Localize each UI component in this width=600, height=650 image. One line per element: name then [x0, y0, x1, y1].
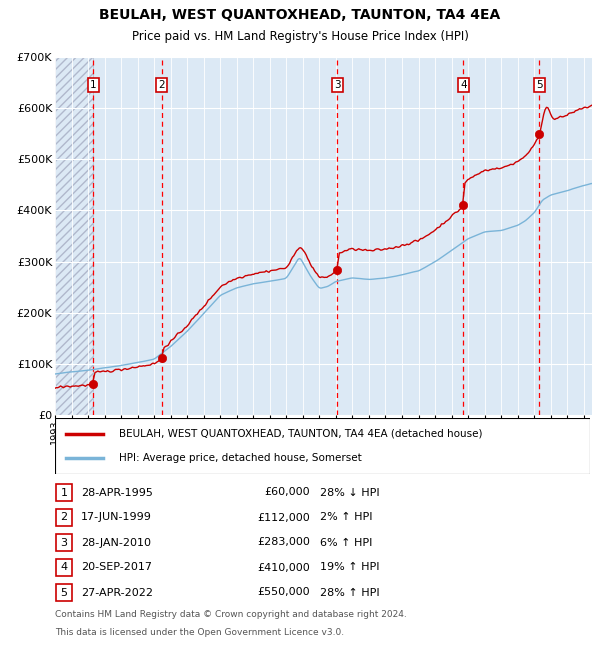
Text: 28% ↓ HPI: 28% ↓ HPI	[320, 488, 380, 497]
Text: 3: 3	[61, 538, 67, 547]
Text: £112,000: £112,000	[257, 512, 310, 523]
Text: 3: 3	[334, 80, 341, 90]
Text: 2: 2	[61, 512, 68, 523]
Text: 5: 5	[536, 80, 543, 90]
Text: 5: 5	[61, 588, 67, 597]
Text: 28-APR-1995: 28-APR-1995	[81, 488, 153, 497]
Text: £550,000: £550,000	[257, 588, 310, 597]
Text: 4: 4	[460, 80, 467, 90]
Text: 6% ↑ HPI: 6% ↑ HPI	[320, 538, 373, 547]
Text: This data is licensed under the Open Government Licence v3.0.: This data is licensed under the Open Gov…	[55, 628, 344, 637]
Text: BEULAH, WEST QUANTOXHEAD, TAUNTON, TA4 4EA: BEULAH, WEST QUANTOXHEAD, TAUNTON, TA4 4…	[100, 8, 500, 22]
Text: 28% ↑ HPI: 28% ↑ HPI	[320, 588, 380, 597]
Text: 19% ↑ HPI: 19% ↑ HPI	[320, 562, 380, 573]
Text: 20-SEP-2017: 20-SEP-2017	[81, 562, 152, 573]
Text: HPI: Average price, detached house, Somerset: HPI: Average price, detached house, Some…	[119, 453, 362, 463]
Text: 17-JUN-1999: 17-JUN-1999	[81, 512, 152, 523]
Text: BEULAH, WEST QUANTOXHEAD, TAUNTON, TA4 4EA (detached house): BEULAH, WEST QUANTOXHEAD, TAUNTON, TA4 4…	[119, 429, 482, 439]
Text: 2: 2	[158, 80, 165, 90]
Bar	[55, 57, 94, 415]
Text: 2% ↑ HPI: 2% ↑ HPI	[320, 512, 373, 523]
Text: 27-APR-2022: 27-APR-2022	[81, 588, 153, 597]
Text: 4: 4	[61, 562, 68, 573]
Text: £283,000: £283,000	[257, 538, 310, 547]
Text: 1: 1	[90, 80, 97, 90]
Text: £60,000: £60,000	[265, 488, 310, 497]
Text: 28-JAN-2010: 28-JAN-2010	[81, 538, 151, 547]
Text: Price paid vs. HM Land Registry's House Price Index (HPI): Price paid vs. HM Land Registry's House …	[131, 30, 469, 43]
Text: 1: 1	[61, 488, 67, 497]
Text: £410,000: £410,000	[257, 562, 310, 573]
Text: Contains HM Land Registry data © Crown copyright and database right 2024.: Contains HM Land Registry data © Crown c…	[55, 610, 407, 619]
